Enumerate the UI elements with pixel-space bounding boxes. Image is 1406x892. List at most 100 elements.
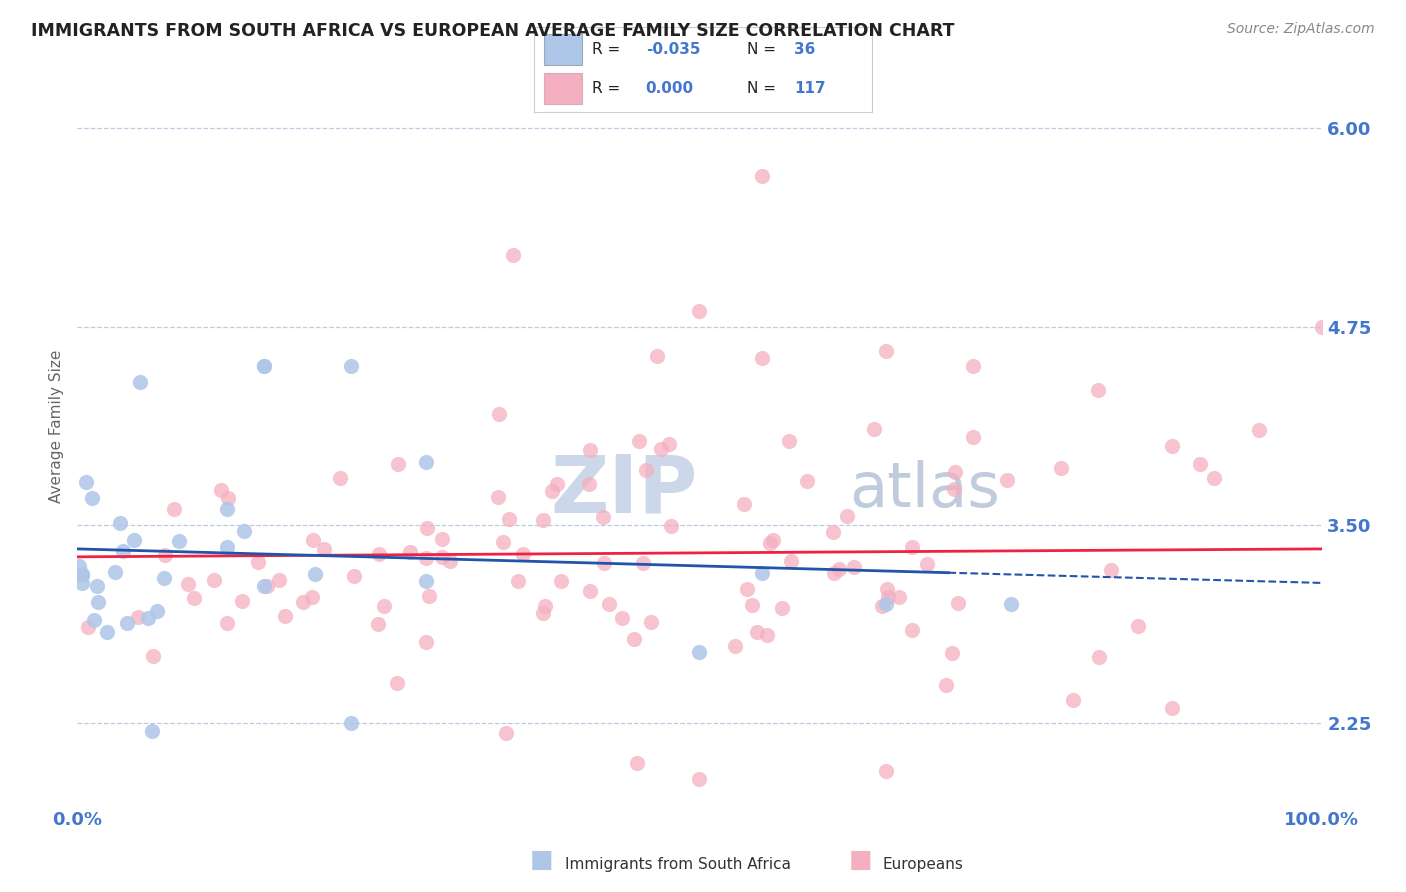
Point [112, 543, 135, 558]
Point [877, 591, 900, 605]
Point [215, 615, 238, 630]
Point [612, 610, 634, 624]
Point [875, 343, 897, 358]
Point [546, 476, 568, 491]
Text: 117: 117 [794, 81, 825, 96]
Point [531, 512, 554, 526]
Point [870, 599, 893, 613]
Point [202, 573, 225, 587]
Point [488, 491, 510, 505]
Point [941, 646, 963, 660]
Point [301, 533, 323, 547]
Point [75, 475, 97, 489]
Point [689, 772, 711, 786]
Point [399, 545, 422, 559]
Point [167, 534, 190, 549]
Point [72, 566, 94, 581]
Point [875, 764, 897, 778]
Point [592, 509, 614, 524]
Point [823, 566, 845, 580]
Text: ■: ■ [849, 848, 872, 872]
Point [512, 547, 534, 561]
Point [269, 573, 291, 587]
Bar [544, 35, 582, 65]
Point [531, 606, 554, 620]
Text: Source: ZipAtlas.com: Source: ZipAtlas.com [1227, 22, 1375, 37]
Point [778, 434, 800, 448]
Point [1161, 439, 1184, 453]
Text: -0.035: -0.035 [645, 42, 700, 57]
Point [141, 724, 163, 739]
Point [946, 596, 969, 610]
Point [1050, 461, 1073, 475]
Point [1188, 458, 1211, 472]
Point [127, 610, 149, 624]
Text: 36: 36 [794, 42, 815, 57]
Point [623, 632, 645, 646]
Point [488, 407, 510, 421]
Point [415, 574, 437, 588]
Point [1310, 319, 1333, 334]
Point [385, 676, 408, 690]
Point [578, 583, 600, 598]
Point [416, 521, 439, 535]
Point [82, 491, 104, 506]
Point [627, 434, 650, 449]
Point [741, 598, 763, 612]
Point [876, 582, 898, 596]
Point [935, 678, 957, 692]
Point [962, 359, 984, 374]
Point [215, 540, 238, 554]
Point [430, 549, 453, 564]
Text: atlas: atlas [849, 460, 1000, 520]
Point [217, 491, 239, 506]
Point [550, 574, 572, 589]
Point [733, 497, 755, 511]
Point [367, 616, 389, 631]
Point [439, 554, 461, 568]
Point [183, 591, 205, 606]
Point [823, 524, 845, 539]
Point [232, 524, 254, 538]
Point [1128, 619, 1150, 633]
Point [901, 624, 924, 638]
Point [128, 376, 150, 390]
Text: 0.000: 0.000 [645, 81, 693, 96]
Point [658, 436, 681, 450]
Point [842, 560, 865, 574]
Point [83, 613, 105, 627]
Point [115, 615, 138, 630]
Point [751, 351, 773, 366]
Point [253, 359, 276, 374]
Point [900, 540, 922, 554]
Text: R =: R = [592, 81, 624, 96]
Point [415, 550, 437, 565]
Point [209, 483, 232, 497]
Text: Immigrants from South Africa: Immigrants from South Africa [565, 857, 792, 872]
Point [659, 519, 682, 533]
Point [495, 726, 517, 740]
Point [415, 635, 437, 649]
Point [828, 562, 851, 576]
Point [418, 589, 440, 603]
Point [177, 577, 200, 591]
Point [942, 482, 965, 496]
Point [636, 463, 658, 477]
Point [67, 559, 90, 574]
Point [1161, 700, 1184, 714]
Text: N =: N = [747, 42, 780, 57]
Text: IMMIGRANTS FROM SOUTH AFRICA VS EUROPEAN AVERAGE FAMILY SIZE CORRELATION CHART: IMMIGRANTS FROM SOUTH AFRICA VS EUROPEAN… [31, 22, 955, 40]
Point [962, 430, 984, 444]
Point [506, 574, 529, 589]
Point [152, 571, 174, 585]
Point [247, 555, 270, 569]
Point [541, 483, 564, 498]
Point [77, 620, 100, 634]
Point [430, 532, 453, 546]
Point [415, 455, 437, 469]
Point [142, 648, 165, 663]
Point [136, 610, 159, 624]
Point [796, 475, 818, 489]
Point [1249, 423, 1271, 437]
Point [301, 590, 323, 604]
